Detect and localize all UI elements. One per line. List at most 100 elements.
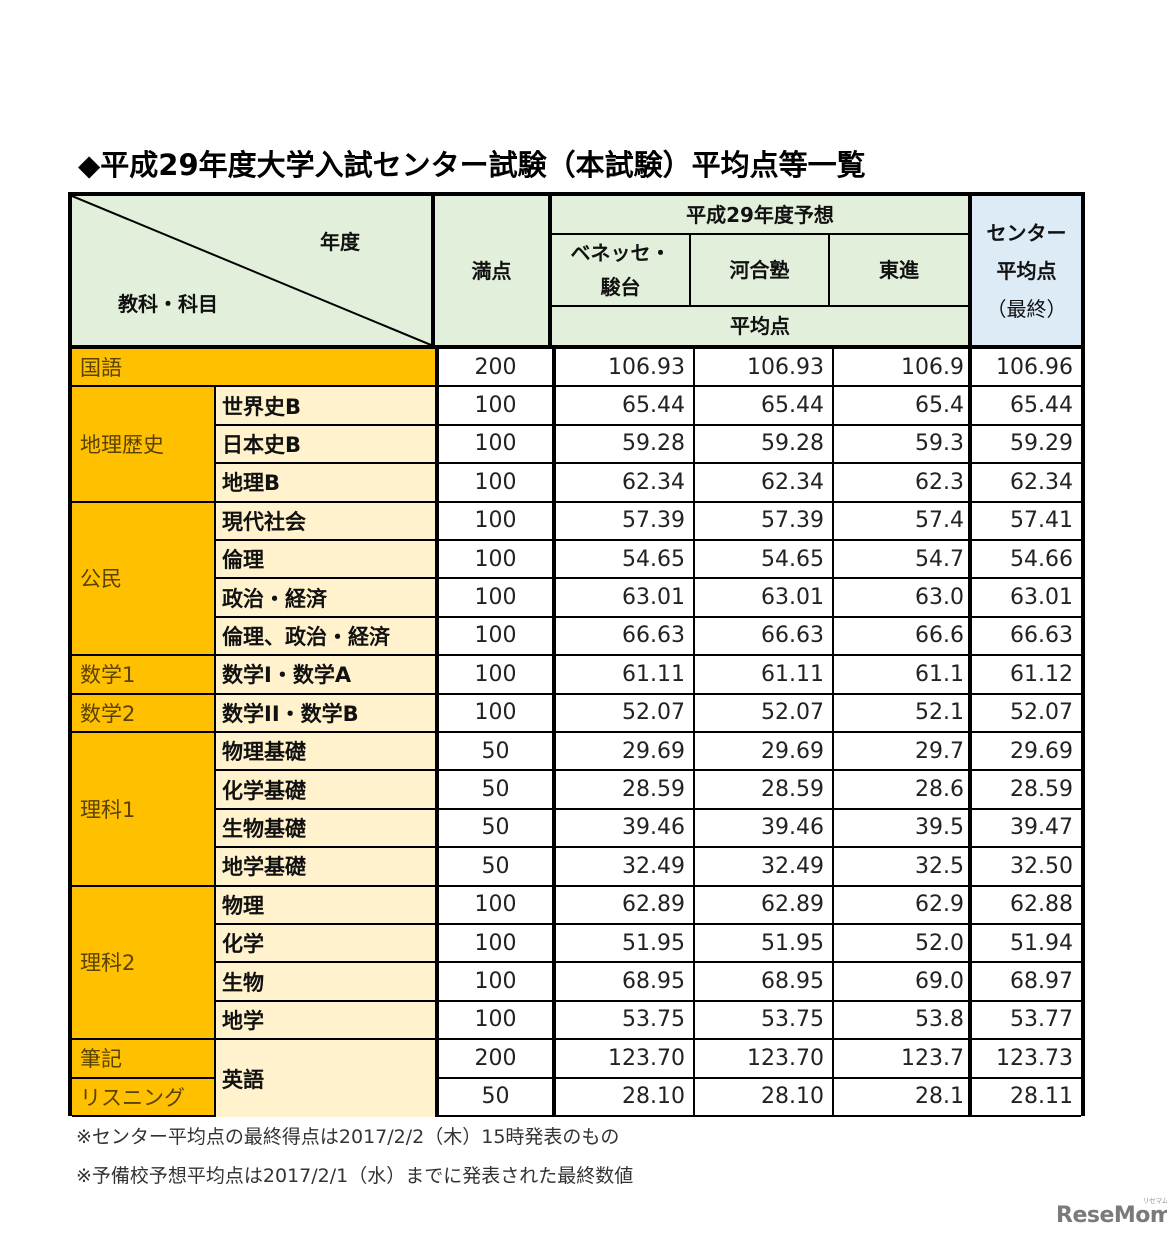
center-average-cell: 32.50 — [968, 848, 1081, 887]
max-score-cell: 50 — [435, 1078, 556, 1117]
toshin-cell: 28.1 — [834, 1078, 972, 1117]
benesse-cell: 28.59 — [556, 771, 695, 810]
subject-cell: 生物 — [216, 963, 435, 1002]
center-average-cell: 68.97 — [968, 963, 1081, 1002]
max-score-cell: 100 — [435, 579, 556, 618]
kawai-cell: 29.69 — [695, 733, 834, 772]
footnote-2: ※予備校予想平均点は2017/2/1（水）までに発表された最終数値 — [76, 1165, 634, 1187]
year-label: 年度 — [320, 230, 360, 254]
toshin-header: 東進 — [830, 235, 968, 307]
max-score-cell: 200 — [435, 1040, 556, 1079]
center-average-cell: 63.01 — [968, 579, 1081, 618]
subject-cell: 倫理、政治・経済 — [216, 617, 435, 657]
kawai-cell: 53.75 — [695, 1001, 834, 1041]
max-score-cell: 50 — [435, 771, 556, 810]
center-average-cell: 52.07 — [968, 694, 1081, 733]
center-average-cell: 28.59 — [968, 771, 1081, 810]
corner-header: 年度 教科・科目 — [72, 196, 435, 345]
kawai-cell: 66.63 — [695, 617, 834, 657]
subject-cell: 生物基礎 — [216, 809, 435, 849]
toshin-cell: 54.7 — [834, 541, 972, 580]
category-cell: 国語 — [72, 349, 435, 388]
kawai-cell: 51.95 — [695, 925, 834, 964]
forecast-group-header: 平成29年度予想 — [552, 196, 968, 235]
center-average-cell: 29.69 — [968, 733, 1081, 772]
benesse-cell: 62.34 — [556, 464, 695, 503]
max-score-cell: 100 — [435, 617, 556, 657]
toshin-cell: 63.0 — [834, 579, 972, 618]
center-average-cell: 62.34 — [968, 464, 1081, 503]
page-title: ◆平成29年度大学入試センター試験（本試験）平均点等一覧 — [78, 148, 866, 182]
center-average-cell: 123.73 — [968, 1040, 1081, 1079]
benesse-cell: 65.44 — [556, 387, 695, 426]
subject-cell: 日本史B — [216, 425, 435, 465]
toshin-cell: 123.7 — [834, 1040, 972, 1079]
resemom-logo: リセマム ReseMom — [1056, 1197, 1167, 1228]
kawai-cell: 106.93 — [695, 349, 834, 388]
subject-cell: 現代社会 — [216, 502, 435, 541]
kawai-cell: 57.39 — [695, 502, 834, 541]
center-average-cell: 59.29 — [968, 425, 1081, 465]
toshin-cell: 57.4 — [834, 502, 972, 541]
diagonal-line — [72, 196, 431, 345]
toshin-cell: 69.0 — [834, 963, 972, 1002]
toshin-cell: 52.1 — [834, 694, 972, 733]
toshin-cell: 62.3 — [834, 464, 972, 503]
kawai-cell: 39.46 — [695, 809, 834, 849]
benesse-cell: 59.28 — [556, 425, 695, 465]
score-table: 年度 教科・科目 満点 平成29年度予想 ベネッセ・ 駿台 河合塾 東進 平均点… — [68, 192, 1085, 1117]
max-score-cell: 100 — [435, 656, 556, 695]
kawai-cell: 32.49 — [695, 848, 834, 887]
max-score-cell: 50 — [435, 848, 556, 887]
subject-cell: 地学基礎 — [216, 848, 435, 887]
max-score-cell: 200 — [435, 349, 556, 388]
max-score-cell: 100 — [435, 464, 556, 503]
toshin-cell: 61.1 — [834, 656, 972, 695]
category-cell: 数学2 — [72, 694, 216, 733]
benesse-cell: 52.07 — [556, 694, 695, 733]
center-average-cell: 51.94 — [968, 925, 1081, 964]
toshin-cell: 39.5 — [834, 809, 972, 849]
benesse-cell: 28.10 — [556, 1078, 695, 1117]
subject-cell: 化学 — [216, 925, 435, 964]
center-average-cell: 57.41 — [968, 502, 1081, 541]
average-subheader: 平均点 — [552, 307, 968, 345]
max-score-cell: 50 — [435, 733, 556, 772]
kawai-cell: 123.70 — [695, 1040, 834, 1079]
max-score-cell: 100 — [435, 694, 556, 733]
center-average-cell: 39.47 — [968, 809, 1081, 849]
benesse-cell: 54.65 — [556, 541, 695, 580]
max-score-cell: 100 — [435, 387, 556, 426]
kawai-cell: 54.65 — [695, 541, 834, 580]
benesse-cell: 57.39 — [556, 502, 695, 541]
category-cell: 数学1 — [72, 656, 216, 695]
toshin-cell: 29.7 — [834, 733, 972, 772]
kawai-cell: 68.95 — [695, 963, 834, 1002]
benesse-cell: 68.95 — [556, 963, 695, 1002]
center-average-header: センター 平均点 （最終） — [968, 196, 1081, 345]
toshin-cell: 106.9 — [834, 349, 972, 388]
center-average-cell: 65.44 — [968, 387, 1081, 426]
toshin-cell: 32.5 — [834, 848, 972, 887]
kawai-cell: 63.01 — [695, 579, 834, 618]
kawai-cell: 59.28 — [695, 425, 834, 465]
max-score-cell: 100 — [435, 502, 556, 541]
kawai-cell: 52.07 — [695, 694, 834, 733]
toshin-cell: 52.0 — [834, 925, 972, 964]
benesse-cell: 123.70 — [556, 1040, 695, 1079]
subject-label: 教科・科目 — [118, 292, 218, 316]
subject-cell-english: 英語 — [216, 1040, 435, 1117]
kawai-cell: 65.44 — [695, 387, 834, 426]
category-cell: 筆記 — [72, 1040, 216, 1079]
max-score-cell: 50 — [435, 809, 556, 849]
max-score-cell: 100 — [435, 963, 556, 1002]
benesse-cell: 63.01 — [556, 579, 695, 618]
subject-cell: 倫理 — [216, 541, 435, 580]
toshin-cell: 28.6 — [834, 771, 972, 810]
toshin-cell: 65.4 — [834, 387, 972, 426]
footnote-1: ※センター平均点の最終得点は2017/2/2（木）15時発表のもの — [76, 1126, 620, 1148]
subject-cell: 地学 — [216, 1001, 435, 1041]
toshin-cell: 66.6 — [834, 617, 972, 657]
category-cell: 地理歴史 — [72, 387, 216, 503]
max-score-cell: 100 — [435, 925, 556, 964]
